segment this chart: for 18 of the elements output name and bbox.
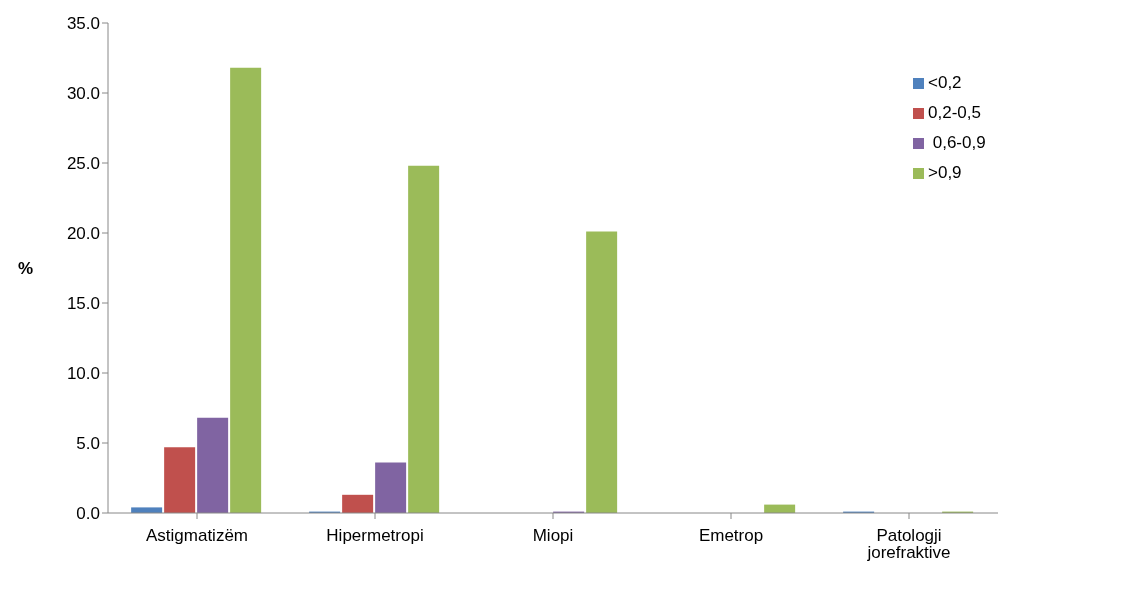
y-tick-label: 35.0 <box>66 14 100 34</box>
x-tick-label: Patologji jorefraktive <box>866 526 951 563</box>
y-tick-label: 25.0 <box>66 154 100 174</box>
y-tick-label: 15.0 <box>66 294 100 314</box>
y-tick-label: 20.0 <box>66 224 100 244</box>
y-tick-label: 30.0 <box>66 84 100 104</box>
legend-label: >0,9 <box>928 163 962 182</box>
y-tick-label: 5.0 <box>76 434 100 454</box>
x-tick-label: Emetrop <box>698 526 764 546</box>
legend-label: <0,2 <box>928 73 962 92</box>
y-tick-label: 10.0 <box>66 364 100 384</box>
y-axis-title: % <box>18 259 34 279</box>
x-tick-label: Miopi <box>532 526 574 546</box>
y-tick-label: 0.0 <box>76 504 100 524</box>
x-tick-label: Astigmatizëm <box>145 526 249 546</box>
x-tick-label: Hipermetropi <box>326 526 424 546</box>
legend-label: 0,6-0,9 <box>931 133 986 152</box>
legend-label: 0,2-0,5 <box>928 103 981 122</box>
